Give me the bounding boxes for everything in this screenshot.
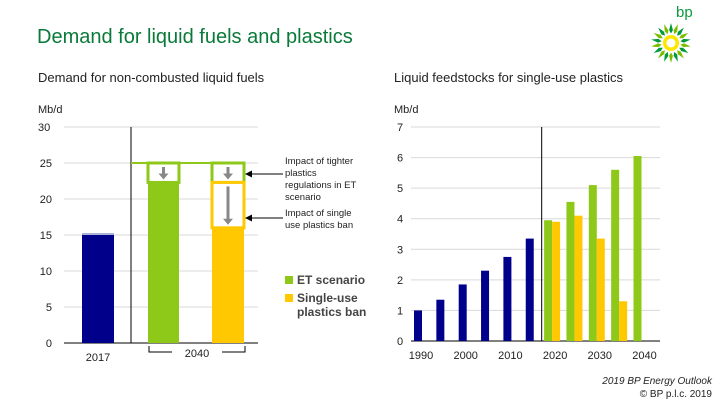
bar-single-use-ban-2035 [619, 301, 628, 341]
bar-history-1990 [414, 310, 422, 341]
annotation-ban: Impact of single use plastics ban [285, 208, 353, 231]
right-x-tick-label: 2040 [632, 350, 656, 362]
left-y-tick-label: 10 [40, 266, 52, 278]
bar-et-scenario-2040 [633, 156, 642, 341]
right-chart-title: Liquid feedstocks for single-use plastic… [394, 70, 624, 85]
right-x-tick-label: 1990 [409, 350, 433, 362]
bar-history-2000 [458, 284, 467, 341]
logo-petal-inner [660, 34, 668, 41]
legend-label: ET scenario [297, 273, 365, 287]
bar-history-2005 [481, 270, 490, 341]
annotation-arrow-regulation-head [245, 170, 252, 178]
bar-2040-single-use-ban [212, 227, 244, 343]
left-y-tick-label: 20 [40, 194, 52, 206]
logo-petal-inner [667, 49, 673, 57]
right-y-tick-label: 0 [397, 336, 403, 348]
bar-history-1995 [436, 299, 445, 341]
bar-single-use-ban-2030 [596, 238, 605, 341]
left-x-bracket [148, 346, 246, 353]
annotation-regulation: Impact of tighter plastics regulations in … [285, 156, 356, 203]
bar-et-scenario-2025 [566, 201, 575, 341]
left-y-tick-label: 0 [46, 338, 52, 350]
down-arrow-icon [158, 167, 169, 180]
logo-petal-inner [667, 29, 673, 37]
bar-2040-et-scenario [148, 182, 179, 343]
bar-single-use-ban-2020 [552, 221, 561, 341]
right-y-tick-label: 2 [397, 275, 403, 287]
bar-et-scenario-2030 [588, 185, 597, 341]
right-x-tick-label: 2000 [453, 350, 477, 362]
right-y-tick-label: 5 [397, 183, 403, 195]
left-x-label-2017: 2017 [86, 352, 110, 364]
annotation-arrow-ban-head [245, 214, 252, 222]
left-x-label-2040: 2040 [185, 348, 209, 360]
down-arrow-icon-head [223, 173, 233, 180]
logo-petal-inner [660, 45, 668, 52]
down-arrow-icon-head [223, 218, 233, 225]
legend-label: Single-use plastics ban [297, 291, 366, 319]
right-y-tick-label: 1 [397, 305, 403, 317]
right-x-tick-label: 2020 [543, 350, 567, 362]
bar-et-scenario-2020 [544, 220, 553, 341]
right-y-tick-label: 4 [397, 214, 403, 226]
right-y-unit: Mb/d [394, 104, 419, 116]
left-y-tick-label: 5 [46, 302, 52, 314]
footer-copyright: © BP p.l.c. 2019 [639, 389, 712, 400]
bar-single-use-ban-2025 [574, 215, 583, 341]
left-y-tick-label: 25 [40, 158, 52, 170]
left-y-unit: Mb/d [38, 104, 63, 116]
bar-2017 [82, 235, 114, 343]
page-title: Demand for liquid fuels and plastics [37, 26, 353, 48]
legend-swatch [285, 276, 293, 284]
right-y-tick-label: 3 [397, 244, 403, 256]
bar-history-2010 [503, 256, 512, 341]
left-chart-title: Demand for non-combusted liquid fuels [38, 70, 265, 85]
bp-helios-logo-icon [651, 23, 691, 63]
bp-logo-text: bp [676, 4, 693, 21]
bar-2017-cap [82, 233, 114, 235]
right-x-tick-label: 2010 [498, 350, 522, 362]
logo-petal-inner [674, 34, 682, 41]
down-arrow-icon [223, 167, 233, 180]
footer-outlook: 2019 BP Energy Outlook [602, 376, 712, 387]
legend-swatch [285, 294, 293, 302]
bar-et-scenario-2035 [611, 169, 620, 341]
down-arrow-icon [223, 186, 233, 225]
left-y-tick-label: 15 [40, 230, 52, 242]
right-y-tick-label: 7 [397, 122, 403, 134]
logo-petal-inner [674, 45, 682, 52]
left-y-tick-label: 30 [38, 122, 50, 134]
right-x-tick-label: 2030 [588, 350, 612, 362]
bar-history-2015 [525, 238, 534, 341]
right-y-tick-label: 6 [397, 153, 403, 165]
down-arrow-icon-head [158, 173, 169, 180]
